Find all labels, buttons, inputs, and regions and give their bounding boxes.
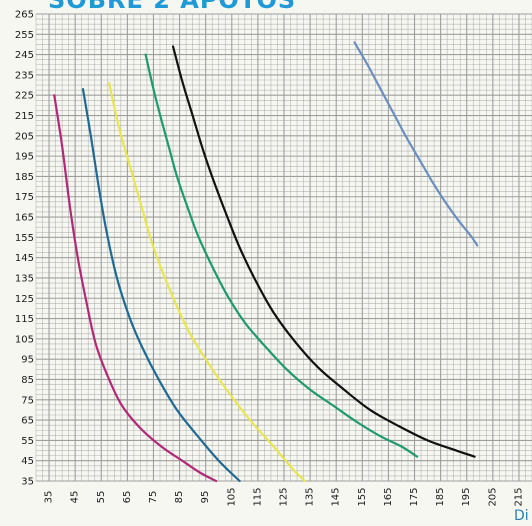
y-tick-label: 235 <box>15 70 34 81</box>
y-tick-label: 215 <box>15 111 34 122</box>
x-tick-label: 155 <box>357 487 368 506</box>
y-tick-label: 95 <box>21 355 34 366</box>
x-tick-label: 85 <box>174 491 185 504</box>
y-tick-label: 155 <box>15 233 34 244</box>
x-tick-label: 165 <box>383 487 394 506</box>
series-line <box>144 53 419 458</box>
y-axis-ticks: 35 45 55 65 75 85 95 105 115 125 135 145 155 165 175 18… <box>15 10 34 488</box>
series-line <box>53 94 218 483</box>
y-tick-label: 165 <box>15 213 34 224</box>
x-tick-label: 65 <box>122 491 133 504</box>
x-tick-label: 185 <box>435 487 446 506</box>
y-tick-label: 225 <box>15 91 34 102</box>
y-tick-label: 55 <box>21 436 34 447</box>
y-tick-label: 45 <box>21 456 34 467</box>
y-tick-label: 115 <box>15 314 34 325</box>
chart-grid <box>35 13 532 482</box>
x-tick-label: 145 <box>331 487 342 506</box>
series-line <box>171 45 476 458</box>
x-tick-label: 175 <box>409 487 420 506</box>
y-tick-label: 105 <box>15 334 34 345</box>
y-tick-label: 135 <box>15 273 34 284</box>
x-tick-label: 205 <box>487 487 498 506</box>
chart-series <box>53 41 479 483</box>
x-tick-label: 135 <box>305 487 316 506</box>
corner-label: Di <box>514 508 529 524</box>
y-tick-label: 245 <box>15 50 34 61</box>
x-tick-label: 105 <box>226 487 237 506</box>
series-line <box>107 81 306 483</box>
x-tick-label: 55 <box>96 491 107 504</box>
y-tick-label: 205 <box>15 131 34 142</box>
y-tick-label: 35 <box>21 477 34 488</box>
x-tick-label: 75 <box>148 491 159 504</box>
y-tick-label: 255 <box>15 30 34 41</box>
y-tick-label: 75 <box>21 395 34 406</box>
x-tick-label: 35 <box>44 491 55 504</box>
x-tick-label: 195 <box>461 487 472 506</box>
x-tick-label: 215 <box>513 487 524 506</box>
y-tick-label: 185 <box>15 172 34 183</box>
y-tick-label: 145 <box>15 253 34 264</box>
y-tick-label: 175 <box>15 192 34 203</box>
chart-title: SOBRE 2 APOYOS <box>48 0 297 14</box>
y-tick-label: 125 <box>15 294 34 305</box>
x-tick-label: 95 <box>200 491 211 504</box>
x-tick-label: 115 <box>252 487 263 506</box>
y-tick-label: 265 <box>15 10 34 21</box>
x-tick-label: 125 <box>279 487 290 506</box>
x-tick-label: 45 <box>70 491 81 504</box>
series-line <box>81 88 241 483</box>
y-tick-label: 85 <box>21 375 34 386</box>
y-tick-label: 65 <box>21 416 34 427</box>
y-tick-label: 195 <box>15 152 34 163</box>
x-axis-ticks: 35 45 55 65 75 85 95 105 115 125 135 145 155 165 175 18… <box>44 487 525 506</box>
series-line <box>353 41 479 247</box>
